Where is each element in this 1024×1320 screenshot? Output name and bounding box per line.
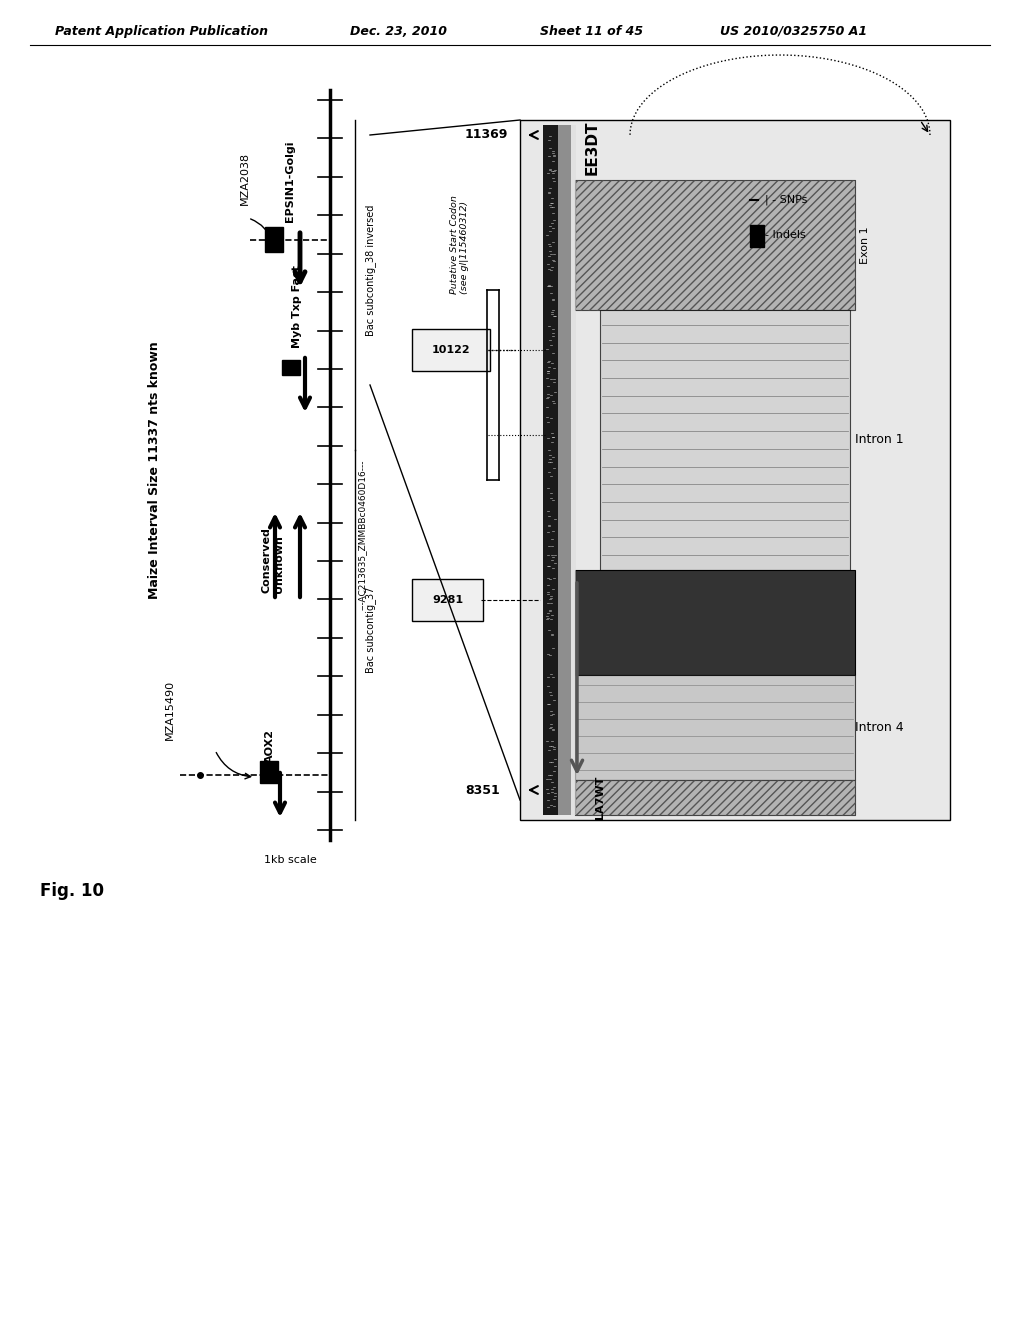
Text: 9281: 9281 [432,595,463,605]
Bar [575,570,855,675]
Bar [520,120,950,820]
Bar [575,180,855,310]
Text: Patent Application Publication: Patent Application Publication [55,25,268,38]
Text: 8351: 8351 [465,784,500,796]
Bar [260,762,278,783]
Bar [575,180,855,310]
Bar [282,360,300,375]
Text: Myb Txp Fact: Myb Txp Fact [292,265,302,348]
Text: Maize Interval Size 11337 nts known: Maize Interval Size 11337 nts known [148,341,162,599]
Text: 11369: 11369 [465,128,508,141]
Text: EPSIN1-Golgi: EPSIN1-Golgi [285,140,295,222]
Text: Intron 1: Intron 1 [855,433,903,446]
Text: Dec. 23, 2010: Dec. 23, 2010 [350,25,447,38]
Bar [600,310,850,570]
Text: Exon 1: Exon 1 [860,226,870,264]
Bar [543,125,571,814]
Text: ---AC213635_ZMMBBc0460D16---: ---AC213635_ZMMBBc0460D16--- [358,459,367,610]
Text: MZA15490: MZA15490 [165,680,175,741]
Bar [575,675,855,780]
Text: 10122: 10122 [432,345,470,355]
Bar [265,227,283,252]
Text: 1kb scale: 1kb scale [263,855,316,865]
Text: US 2010/0325750 A1: US 2010/0325750 A1 [720,25,867,38]
Text: EE3DT: EE3DT [585,120,600,176]
Bar [575,780,855,814]
Text: Putative Start Codon
(see gl|115460312): Putative Start Codon (see gl|115460312) [450,195,469,294]
Text: Bac subcontig_37: Bac subcontig_37 [365,587,376,673]
FancyBboxPatch shape [412,579,483,620]
FancyBboxPatch shape [412,329,490,371]
Bar [750,224,764,247]
Bar [575,780,855,814]
Text: Bac subcontig_38 inversed: Bac subcontig_38 inversed [365,205,376,335]
Text: LA7WT: LA7WT [595,776,605,820]
Text: Fig. 10: Fig. 10 [40,882,104,900]
Text: - Indels: - Indels [765,230,806,240]
Text: Sheet 11 of 45: Sheet 11 of 45 [540,25,643,38]
Bar [558,125,575,814]
Text: | - SNPs: | - SNPs [765,195,807,205]
Text: AOX2: AOX2 [265,729,275,763]
Text: Intron 4: Intron 4 [855,721,903,734]
Text: MZA2038: MZA2038 [240,152,250,205]
Text: Conserved
Unknown: Conserved Unknown [262,527,284,593]
